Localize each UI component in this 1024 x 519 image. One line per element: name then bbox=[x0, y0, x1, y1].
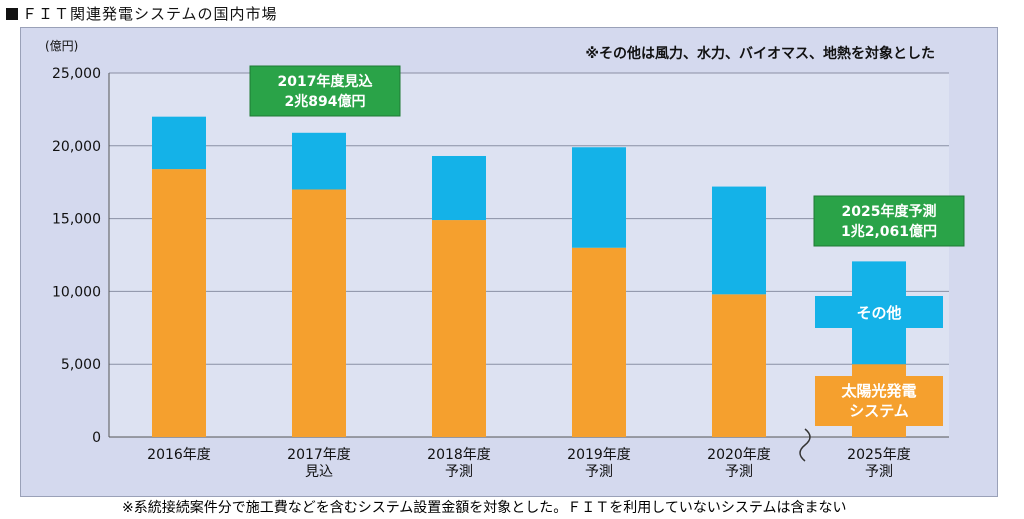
y-tick-label: 25,000 bbox=[52, 66, 101, 82]
y-unit-label: (億円) bbox=[45, 39, 78, 53]
x-tick-label: 2025年度 bbox=[847, 447, 911, 463]
title-square-icon bbox=[6, 8, 18, 20]
bar-other bbox=[572, 147, 626, 248]
callout-text: 2兆894億円 bbox=[285, 93, 366, 110]
x-tick-label: 予測 bbox=[725, 464, 753, 480]
bar-solar bbox=[572, 247, 626, 437]
bar-solar bbox=[432, 220, 486, 437]
bar-other bbox=[432, 155, 486, 221]
bar-solar bbox=[292, 189, 346, 437]
bar-solar bbox=[712, 294, 766, 437]
x-tick-label: 予測 bbox=[585, 464, 613, 480]
x-tick-label: 2020年度 bbox=[707, 447, 771, 463]
page-title: ＦＩＴ関連発電システムの国内市場 bbox=[6, 3, 278, 24]
legend-other-label: その他 bbox=[856, 304, 901, 322]
bar-solar bbox=[152, 169, 206, 437]
x-tick-label: 見込 bbox=[305, 464, 333, 480]
y-tick-label: 5,000 bbox=[61, 357, 101, 373]
x-tick-label: 2016年度 bbox=[147, 447, 211, 463]
legend-other-box bbox=[815, 296, 943, 328]
y-tick-label: 20,000 bbox=[52, 139, 101, 155]
x-tick-label: 2017年度 bbox=[287, 447, 351, 463]
callout-text: 1兆2,061億円 bbox=[841, 223, 937, 240]
x-tick-label: 2018年度 bbox=[427, 447, 491, 463]
chart-frame: 0 5,000 10,000 15,000 20,000 25,000 (億円) ※その他は風… bbox=[20, 27, 998, 497]
footnote: ※系統接続案件分で施工費などを含むシステム設置金額を対象とした。ＦＩＴを利用して… bbox=[122, 500, 847, 516]
chart: 0 5,000 10,000 15,000 20,000 25,000 (億円) ※その他は風… bbox=[45, 39, 965, 480]
legend-solar-label: 太陽光発電 bbox=[841, 382, 916, 400]
callout-box bbox=[813, 195, 965, 247]
chart-note: ※その他は風力、水力、バイオマス、地熱を対象とした bbox=[585, 45, 935, 62]
bar-other bbox=[152, 116, 206, 170]
legend-solar-label: システム bbox=[849, 402, 909, 420]
callout-box bbox=[249, 65, 401, 117]
legend-solar-box bbox=[815, 376, 943, 426]
page-title-text: ＦＩＴ関連発電システムの国内市場 bbox=[22, 5, 278, 23]
x-tick-label: 2019年度 bbox=[567, 447, 631, 463]
y-tick-label: 10,000 bbox=[52, 284, 101, 300]
callout-text: 2017年度見込 bbox=[278, 73, 373, 90]
bar-other bbox=[292, 132, 346, 190]
y-tick-label: 0 bbox=[92, 430, 101, 446]
x-tick-label: 予測 bbox=[445, 464, 473, 480]
x-tick-label: 予測 bbox=[865, 464, 893, 480]
axis-break-icon bbox=[799, 428, 811, 462]
callout-text: 2025年度予測 bbox=[842, 203, 937, 220]
y-tick-label: 15,000 bbox=[52, 212, 101, 228]
plot-area bbox=[109, 73, 949, 437]
bar-other bbox=[712, 186, 766, 295]
